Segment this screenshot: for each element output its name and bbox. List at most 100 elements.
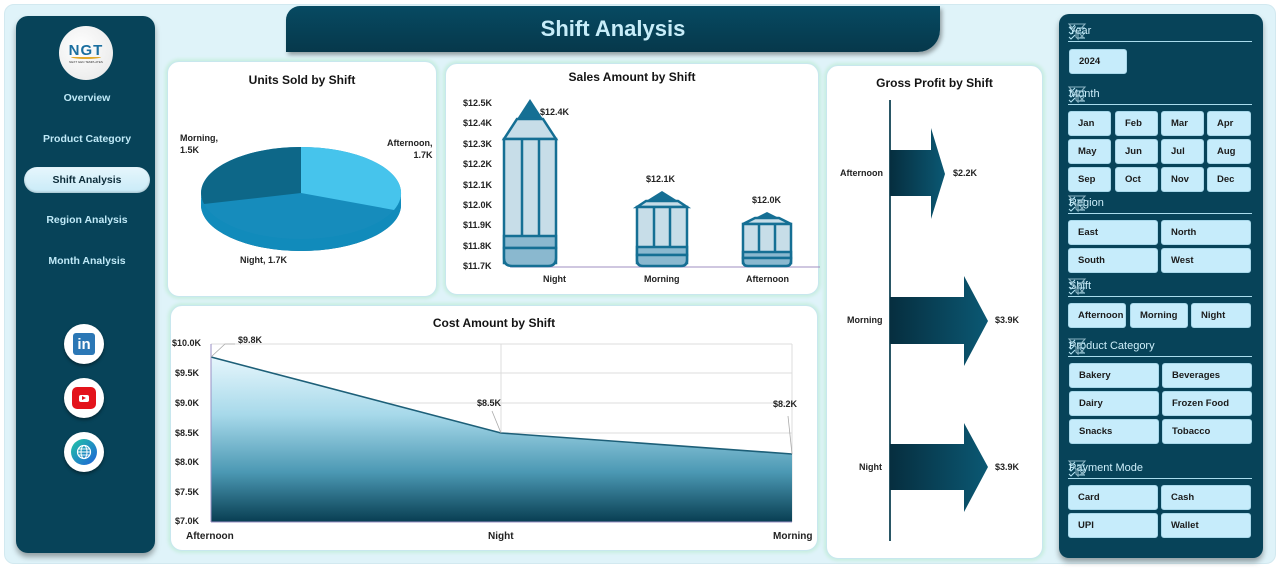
globe-icon — [71, 439, 97, 465]
page-title: Shift Analysis — [540, 16, 686, 41]
slicer-option-cash[interactable]: Cash — [1161, 485, 1251, 510]
y-tick: $9.0K — [175, 398, 200, 408]
x-tick-afternoon: Afternoon — [746, 274, 789, 284]
slicer-option-jul[interactable]: Jul — [1161, 139, 1204, 164]
clear-filter-icon[interactable] — [1067, 460, 1087, 478]
slicer-option-east[interactable]: East — [1068, 220, 1158, 245]
y-tick: $12.4K — [463, 118, 493, 128]
clear-filter-icon[interactable] — [1067, 338, 1087, 356]
units-sold-pie-chart — [201, 146, 402, 251]
page-title-banner: Shift Analysis — [286, 6, 940, 52]
clear-filter-icon[interactable] — [1067, 195, 1087, 213]
payment-mode-slicer-header: Payment Mode — [1067, 459, 1252, 479]
slicer-option-morning[interactable]: Morning — [1130, 303, 1188, 328]
slicer-option-west[interactable]: West — [1161, 248, 1251, 273]
y-tick: $8.0K — [175, 457, 200, 467]
slicer-option-aug[interactable]: Aug — [1207, 139, 1251, 164]
bar-afternoon[interactable] — [741, 212, 793, 268]
linkedin-icon: in — [73, 333, 95, 355]
slicer-option-upi[interactable]: UPI — [1068, 513, 1158, 538]
slicer-option-2024[interactable]: 2024 — [1069, 49, 1127, 74]
filter-panel: Year 2024 Month Jan Feb Mar Apr May Jun … — [1059, 14, 1263, 558]
slicer-option-tobacco[interactable]: Tobacco — [1162, 419, 1252, 444]
y-tick: $12.5K — [463, 98, 493, 108]
pie-slice-afternoon[interactable] — [301, 146, 402, 210]
slicer-option-mar[interactable]: Mar — [1161, 111, 1204, 136]
y-tick: $12.3K — [463, 139, 493, 149]
slicer-title: Product Category — [1069, 340, 1155, 352]
slicer-option-frozen-food[interactable]: Frozen Food — [1162, 391, 1252, 416]
nav-item-region-analysis[interactable]: Region Analysis — [46, 214, 128, 226]
y-tick: $8.5K — [175, 428, 200, 438]
x-tick-morning: Morning — [644, 274, 680, 284]
slicer-option-snacks[interactable]: Snacks — [1069, 419, 1159, 444]
y-tick-afternoon: Afternoon — [840, 168, 883, 178]
clear-filter-icon[interactable] — [1067, 278, 1087, 296]
pie-label-afternoon: Afternoon, 1.7K — [387, 138, 433, 160]
y-tick: $11.8K — [463, 241, 492, 251]
data-label-afternoon: $12.0K — [752, 195, 782, 205]
sales-amount-chart-card: Sales Amount by Shift $12.5K $12.4K $12.… — [445, 63, 820, 295]
chart-title: Cost Amount by Shift — [432, 316, 556, 330]
slicer-option-may[interactable]: May — [1068, 139, 1111, 164]
bar-afternoon[interactable] — [890, 128, 945, 219]
area-series[interactable] — [211, 357, 792, 522]
clear-filter-icon[interactable] — [1067, 86, 1087, 104]
slicer-option-jun[interactable]: Jun — [1115, 139, 1158, 164]
slicer-option-dairy[interactable]: Dairy — [1069, 391, 1159, 416]
slicer-option-card[interactable]: Card — [1068, 485, 1158, 510]
slicer-option-feb[interactable]: Feb — [1115, 111, 1158, 136]
data-label-afternoon: $2.2K — [953, 168, 978, 178]
x-tick-afternoon: Afternoon — [186, 531, 234, 542]
chart-title: Units Sold by Shift — [248, 73, 356, 87]
y-tick: $10.0K — [172, 338, 202, 348]
linkedin-button[interactable]: in — [64, 324, 104, 364]
gross-profit-arrow-chart — [889, 100, 988, 541]
slicer-option-wallet[interactable]: Wallet — [1161, 513, 1251, 538]
slicer-option-dec[interactable]: Dec — [1207, 167, 1251, 192]
slicer-title: Payment Mode — [1069, 462, 1143, 474]
youtube-button[interactable] — [64, 378, 104, 418]
chart-title: Sales Amount by Shift — [568, 70, 696, 84]
slicer-option-oct[interactable]: Oct — [1115, 167, 1158, 192]
units-sold-chart-card: Units Sold by Shift Morning, 1.5K Afterno… — [167, 61, 437, 297]
data-label-night: $12.4K — [540, 107, 570, 117]
slicer-option-bakery[interactable]: Bakery — [1069, 363, 1159, 388]
pie-slice-morning[interactable] — [201, 147, 301, 204]
slicer-option-afternoon[interactable]: Afternoon — [1068, 303, 1126, 328]
sidebar-nav: NGT NEXT GEN TEMPLATES Overview Product … — [16, 16, 155, 553]
cost-amount-chart-card: Cost Amount by Shift $10.0 — [170, 305, 818, 551]
nav-item-overview[interactable]: Overview — [63, 92, 111, 104]
slicer-option-beverages[interactable]: Beverages — [1162, 363, 1252, 388]
slicer-option-night[interactable]: Night — [1191, 303, 1251, 328]
slicer-option-north[interactable]: North — [1161, 220, 1251, 245]
year-slicer-header: Year — [1067, 22, 1252, 42]
pie-label-morning: Morning, 1.5K — [180, 133, 218, 155]
data-label-morning: $12.1K — [646, 174, 676, 184]
logo-subtext: NEXT GEN TEMPLATES — [69, 60, 103, 64]
bar-morning[interactable] — [890, 276, 988, 366]
bar-night[interactable] — [501, 99, 559, 268]
website-button[interactable] — [64, 432, 104, 472]
y-tick: $9.5K — [175, 368, 200, 378]
region-slicer-header: Region — [1067, 194, 1252, 214]
y-tick: $12.2K — [463, 159, 493, 169]
y-tick: $12.1K — [463, 180, 493, 190]
slicer-option-nov[interactable]: Nov — [1161, 167, 1204, 192]
clear-filter-icon[interactable] — [1067, 23, 1087, 41]
nav-item-product-category[interactable]: Product Category — [42, 133, 132, 145]
data-label-afternoon: $9.8K — [238, 335, 263, 345]
slicer-option-jan[interactable]: Jan — [1068, 111, 1111, 136]
slicer-option-sep[interactable]: Sep — [1068, 167, 1111, 192]
ngt-logo: NGT NEXT GEN TEMPLATES — [59, 26, 113, 80]
sales-amount-pencil-chart — [501, 99, 820, 268]
bar-night[interactable] — [890, 423, 988, 512]
bar-morning[interactable] — [632, 191, 692, 268]
slicer-option-south[interactable]: South — [1068, 248, 1158, 273]
nav-item-month-analysis[interactable]: Month Analysis — [48, 255, 126, 267]
y-tick: $11.7K — [463, 261, 492, 271]
data-label-night: $3.9K — [995, 462, 1020, 472]
y-tick-morning: Morning — [847, 315, 883, 325]
slicer-option-apr[interactable]: Apr — [1207, 111, 1251, 136]
nav-item-shift-analysis[interactable]: Shift Analysis — [24, 167, 150, 193]
